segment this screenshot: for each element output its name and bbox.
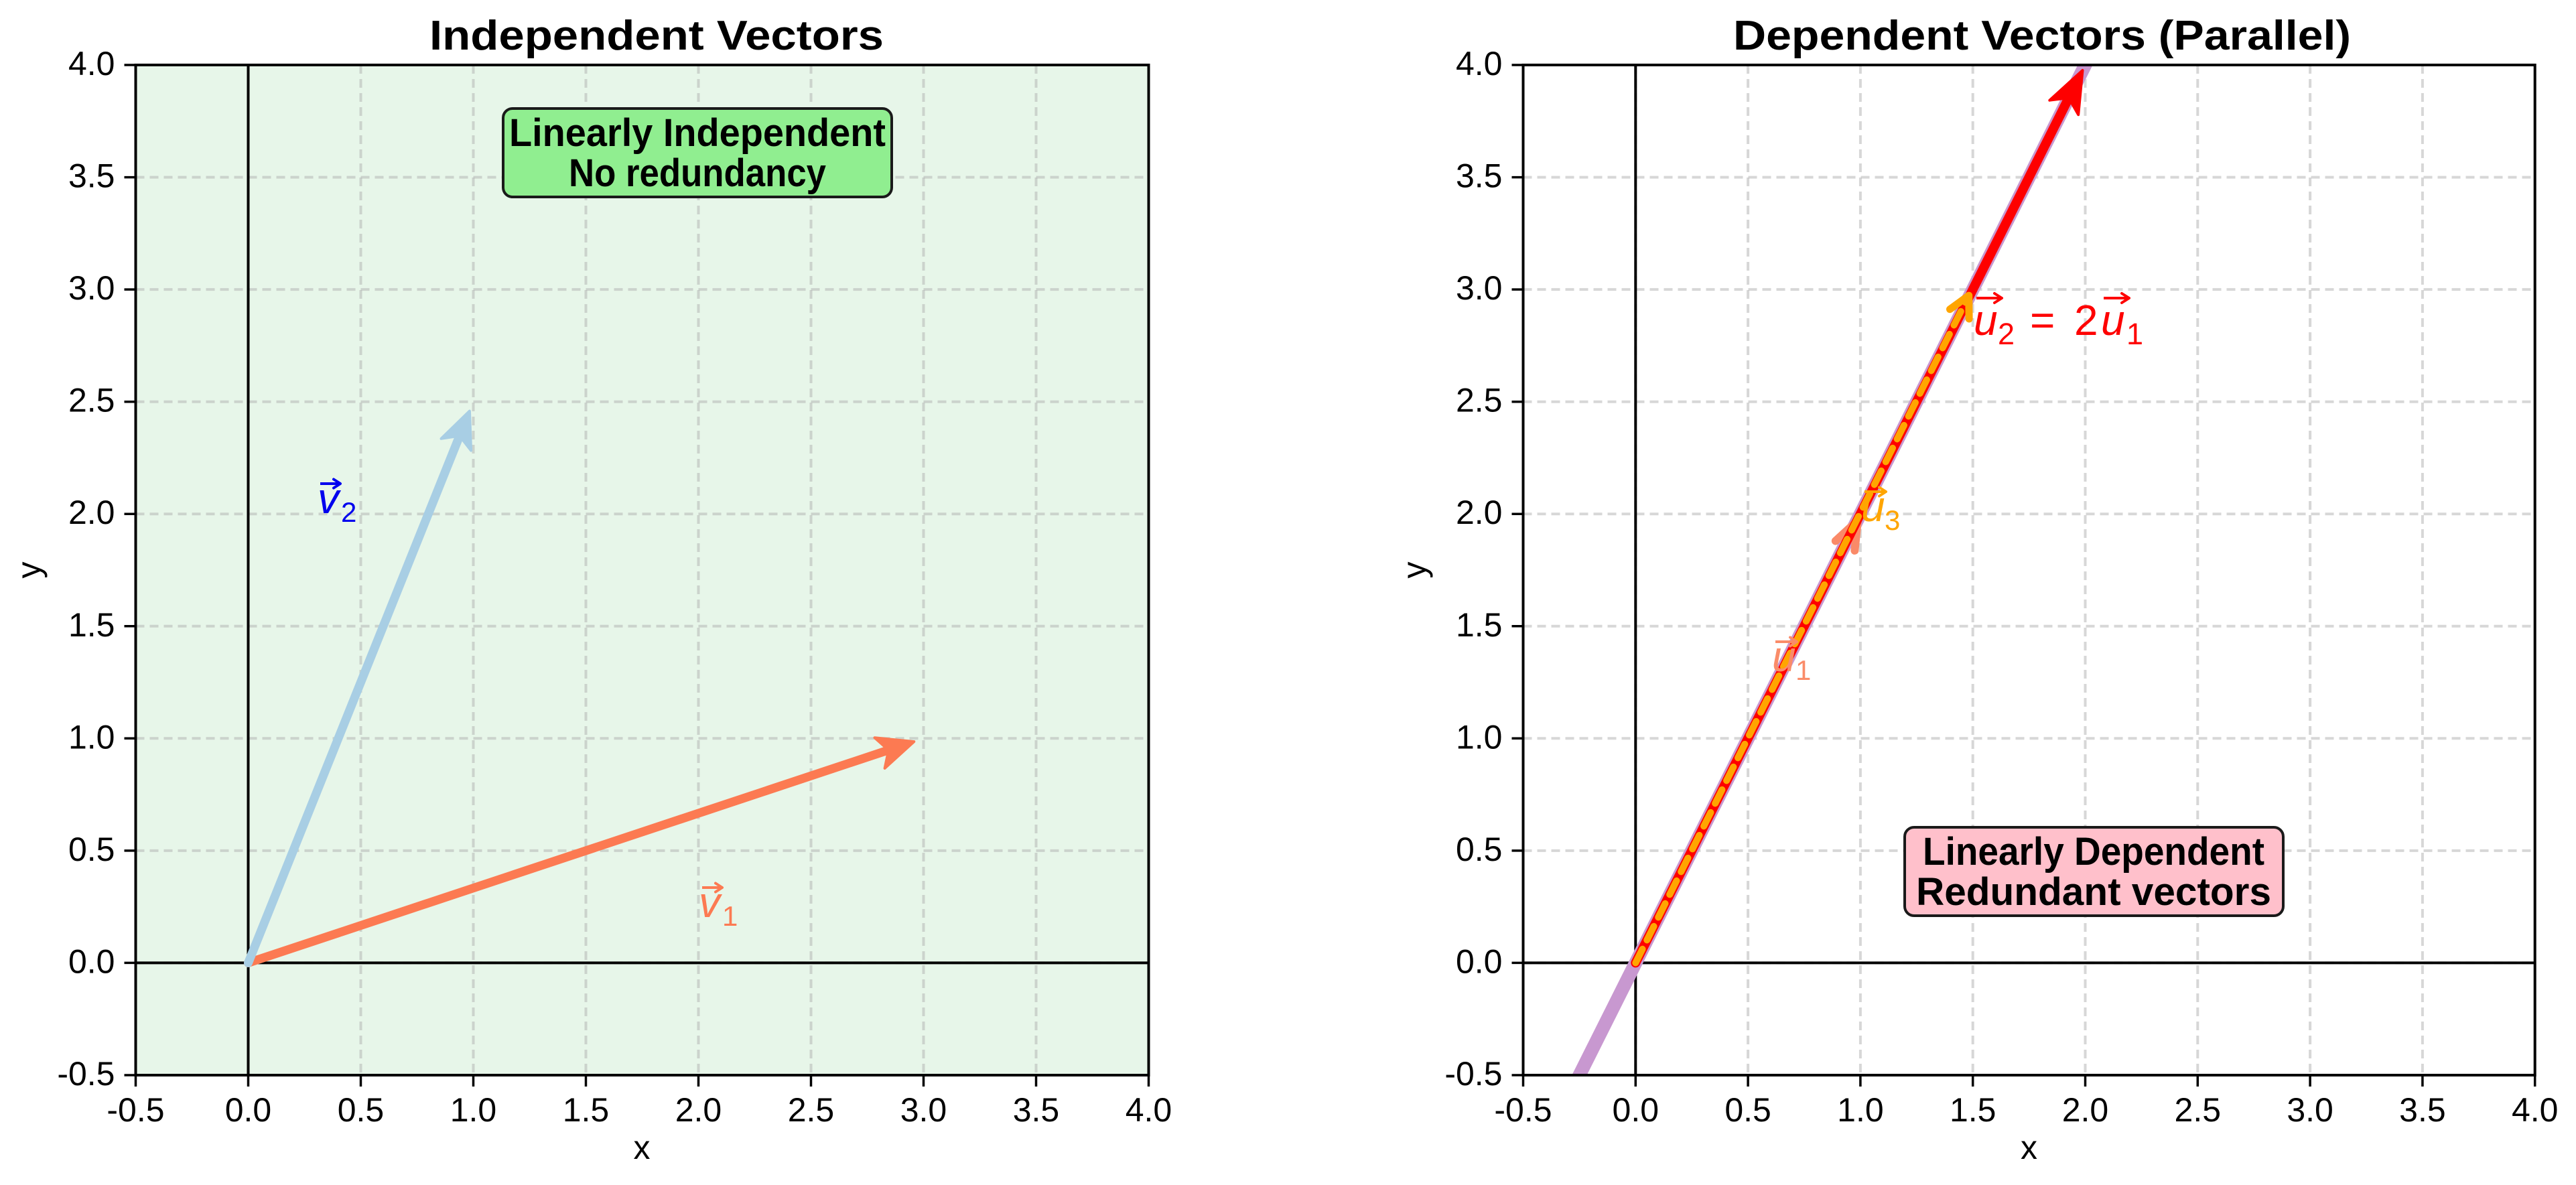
svg-text:1.0: 1.0 [1456,718,1503,756]
svg-text:x: x [2021,1129,2037,1166]
svg-text:3.5: 3.5 [1013,1091,1060,1129]
svg-text:-0.5: -0.5 [1494,1091,1552,1129]
svg-text:1.0: 1.0 [450,1091,497,1129]
svg-text:-0.5: -0.5 [1444,1055,1502,1093]
svg-text:Redundant vectors: Redundant vectors [1916,870,2271,914]
svg-text:y: y [10,562,48,579]
svg-text:3.5: 3.5 [1456,157,1503,195]
svg-text:2: 2 [1998,317,2015,351]
svg-text:Linearly Dependent: Linearly Dependent [1923,830,2264,874]
svg-text:1.0: 1.0 [1837,1091,1884,1129]
svg-text:1: 1 [1795,654,1811,686]
svg-text:1.5: 1.5 [1950,1091,1996,1129]
svg-text:2.0: 2.0 [1456,494,1503,531]
svg-text:0.5: 0.5 [338,1091,385,1129]
svg-text:3: 3 [1885,504,1900,536]
svg-text:2.5: 2.5 [1456,382,1503,419]
svg-text:2.5: 2.5 [788,1091,835,1129]
svg-text:2.0: 2.0 [68,494,115,531]
svg-text:3.0: 3.0 [68,269,115,307]
svg-text:Linearly Independent: Linearly Independent [509,111,886,155]
svg-text:3.0: 3.0 [2287,1091,2333,1129]
svg-text:3.5: 3.5 [68,157,115,195]
svg-text:Dependent Vectors (Parallel): Dependent Vectors (Parallel) [1733,13,2351,59]
svg-text:x: x [634,1129,651,1166]
svg-text:4.0: 4.0 [1126,1091,1172,1129]
svg-text:1: 1 [722,900,738,932]
svg-text:0.5: 0.5 [68,831,115,868]
svg-text:0.0: 0.0 [1613,1091,1659,1129]
svg-text:0.5: 0.5 [1724,1091,1771,1129]
svg-text:4.0: 4.0 [68,45,115,82]
svg-text:2.0: 2.0 [2062,1091,2109,1129]
svg-text:2: 2 [341,496,356,528]
svg-text:u: u [2101,296,2125,344]
svg-text:=: = [2030,296,2055,344]
svg-text:3.0: 3.0 [900,1091,947,1129]
svg-text:1: 1 [2126,317,2143,351]
svg-text:2.5: 2.5 [2175,1091,2222,1129]
svg-text:0.0: 0.0 [1456,943,1503,980]
svg-text:1.5: 1.5 [68,606,115,644]
svg-text:0.5: 0.5 [1456,831,1503,868]
svg-text:Independent Vectors: Independent Vectors [429,13,884,59]
svg-text:2: 2 [2074,296,2098,344]
svg-text:y: y [1396,562,1433,579]
svg-text:2.5: 2.5 [68,382,115,419]
svg-text:3.0: 3.0 [1456,269,1503,307]
svg-text:4.0: 4.0 [2512,1091,2559,1129]
svg-text:2.0: 2.0 [675,1091,722,1129]
svg-text:-0.5: -0.5 [57,1055,115,1093]
svg-text:-0.5: -0.5 [107,1091,164,1129]
svg-text:u: u [1974,296,1998,344]
svg-text:4.0: 4.0 [1456,45,1503,82]
svg-text:0.0: 0.0 [225,1091,272,1129]
svg-text:0.0: 0.0 [68,943,115,980]
svg-text:3.5: 3.5 [2399,1091,2446,1129]
svg-text:1.5: 1.5 [1456,606,1503,644]
svg-text:1.0: 1.0 [68,718,115,756]
svg-text:1.5: 1.5 [563,1091,610,1129]
svg-text:No redundancy: No redundancy [569,151,826,195]
